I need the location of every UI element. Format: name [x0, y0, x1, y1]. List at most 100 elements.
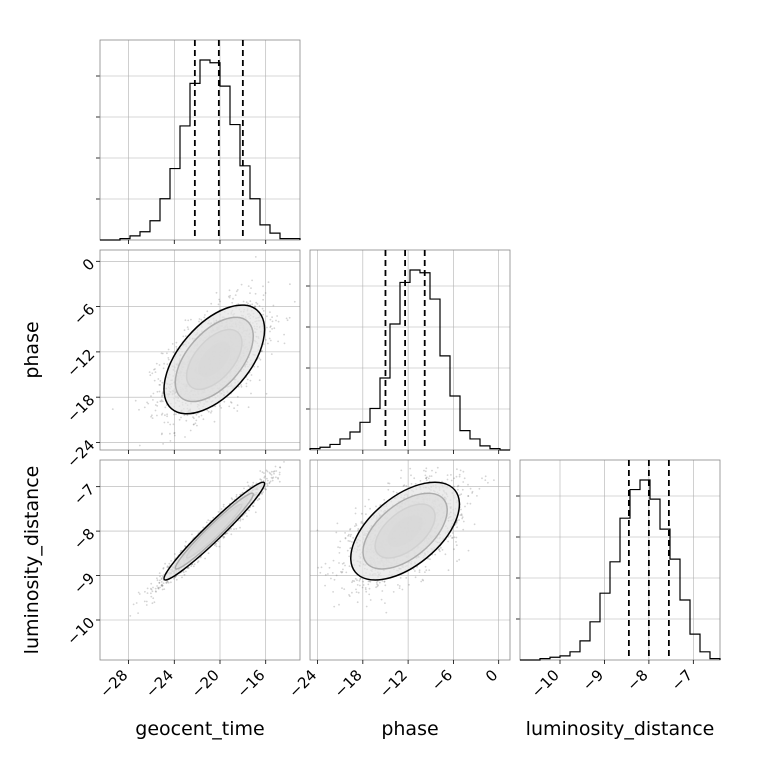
sample-point	[368, 594, 370, 596]
sample-point	[209, 520, 211, 522]
sample-point	[325, 563, 327, 565]
sample-point	[400, 470, 402, 472]
sample-point	[269, 331, 271, 333]
sample-point	[170, 581, 172, 583]
sample-point	[264, 476, 266, 478]
sample-point	[335, 532, 337, 534]
sample-point	[271, 471, 273, 473]
sample-point	[362, 581, 364, 583]
sample-point	[235, 294, 237, 296]
sample-point	[185, 319, 187, 321]
sample-point	[456, 560, 458, 562]
sample-point	[366, 606, 368, 608]
sample-point	[168, 359, 170, 361]
sample-point	[334, 579, 336, 581]
sample-point	[206, 410, 208, 412]
sample-point	[156, 585, 158, 587]
sample-point	[333, 606, 335, 608]
sample-point	[139, 445, 141, 447]
sample-point	[266, 483, 268, 485]
sample-point	[462, 481, 464, 483]
sample-point	[144, 591, 146, 593]
sample-point	[405, 577, 407, 579]
sample-point	[434, 554, 436, 556]
sample-point	[460, 509, 462, 511]
sample-point	[146, 604, 148, 606]
sample-point	[369, 588, 371, 590]
sample-point	[362, 587, 364, 589]
sample-point	[317, 530, 319, 532]
sample-point	[212, 517, 214, 519]
sample-point	[384, 584, 386, 586]
sample-point	[355, 513, 357, 515]
sample-point	[248, 485, 250, 487]
sample-point	[248, 406, 250, 408]
sample-point	[175, 346, 177, 348]
sample-point	[223, 401, 225, 403]
sample-point	[384, 581, 386, 583]
sample-point	[251, 303, 253, 305]
sample-point	[184, 436, 186, 438]
sample-point	[159, 582, 161, 584]
sample-point	[324, 585, 326, 587]
sample-point	[348, 594, 350, 596]
sample-point	[243, 301, 245, 303]
sample-point	[450, 535, 452, 537]
sample-point	[429, 558, 431, 560]
sample-point	[389, 483, 391, 485]
sample-point	[174, 553, 176, 555]
sample-point	[163, 582, 165, 584]
sample-point	[159, 400, 161, 402]
sample-point	[247, 303, 249, 305]
sample-point	[262, 308, 264, 310]
sample-point	[275, 320, 277, 322]
sample-point	[387, 489, 389, 491]
sample-point	[219, 301, 221, 303]
sample-point	[229, 289, 231, 291]
sample-point	[136, 602, 138, 604]
sample-point	[408, 584, 410, 586]
sample-point	[173, 423, 175, 425]
sample-point	[152, 587, 154, 589]
sample-point	[167, 422, 169, 424]
sample-point	[368, 580, 370, 582]
sample-point	[174, 435, 176, 437]
sample-point	[410, 474, 412, 476]
sample-point	[369, 508, 371, 510]
sample-point	[193, 423, 195, 425]
sample-point	[159, 364, 161, 366]
sample-point	[206, 310, 208, 312]
sample-point	[273, 473, 275, 475]
sample-point	[236, 496, 238, 498]
sample-point	[431, 470, 433, 472]
sample-point	[147, 592, 149, 594]
sample-point	[163, 588, 165, 590]
sample-point	[370, 599, 372, 601]
sample-point	[160, 380, 162, 382]
sample-point	[182, 336, 184, 338]
sample-point	[173, 578, 175, 580]
sample-point	[277, 341, 279, 343]
sample-point	[139, 593, 141, 595]
sample-point	[269, 338, 271, 340]
sample-point	[144, 601, 146, 603]
sample-point	[279, 474, 281, 476]
sample-point	[336, 575, 338, 577]
sample-point	[393, 591, 395, 593]
sample-point	[164, 414, 166, 416]
sample-point	[146, 402, 148, 404]
sample-point	[337, 523, 339, 525]
sample-point	[154, 368, 156, 370]
sample-point	[216, 545, 218, 547]
sample-point	[452, 532, 454, 534]
sample-point	[279, 467, 281, 469]
sample-point	[152, 602, 154, 604]
sample-point	[266, 393, 268, 395]
sample-point	[289, 317, 291, 319]
sample-point	[317, 567, 319, 569]
sample-point	[267, 343, 269, 345]
sample-point	[258, 357, 260, 359]
sample-point	[149, 374, 151, 376]
sample-point	[144, 407, 146, 409]
